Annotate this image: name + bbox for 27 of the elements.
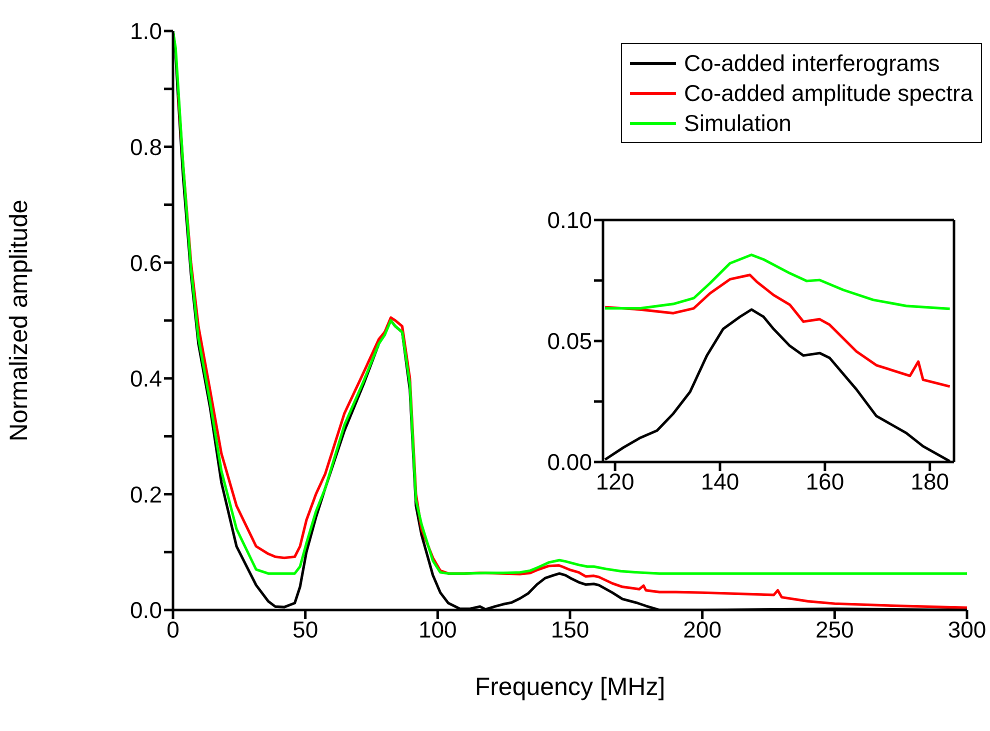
x-tick-label: 160 — [806, 468, 844, 494]
x-tick-label: 140 — [700, 468, 740, 494]
x-tick-label: 250 — [815, 616, 854, 642]
x-tick-label: 180 — [910, 468, 950, 494]
x-tick-label: 100 — [418, 616, 457, 642]
y-tick-label: 0.4 — [130, 366, 162, 392]
x-tick-label: 120 — [596, 468, 634, 494]
x-tick-label: 200 — [683, 616, 722, 642]
legend-label: Simulation — [684, 110, 792, 136]
x-tick-label: 150 — [550, 616, 590, 642]
y-tick-label: 0.05 — [547, 328, 592, 354]
y-tick-label: 0.2 — [130, 481, 162, 508]
y-tick-label: 0.00 — [547, 449, 592, 476]
x-tick-label: 300 — [948, 616, 986, 642]
y-tick-label: 0.10 — [547, 207, 592, 234]
y-tick-label: 0.0 — [130, 597, 162, 624]
y-tick-label: 0.8 — [130, 134, 162, 160]
x-tick-label: 50 — [292, 616, 318, 642]
legend-label: Co-added amplitude spectra — [684, 80, 973, 106]
line-series — [604, 274, 952, 388]
x-axis-title: Frequency [MHz] — [474, 673, 666, 701]
line-series — [604, 254, 952, 310]
y-tick-label: 0.6 — [130, 250, 162, 276]
x-tick-label: 0 — [166, 616, 180, 642]
y-axis-title: Normalized amplitude — [4, 200, 33, 442]
legend-label: Co-added interferograms — [684, 50, 940, 76]
y-tick-label: 1.0 — [130, 18, 162, 44]
